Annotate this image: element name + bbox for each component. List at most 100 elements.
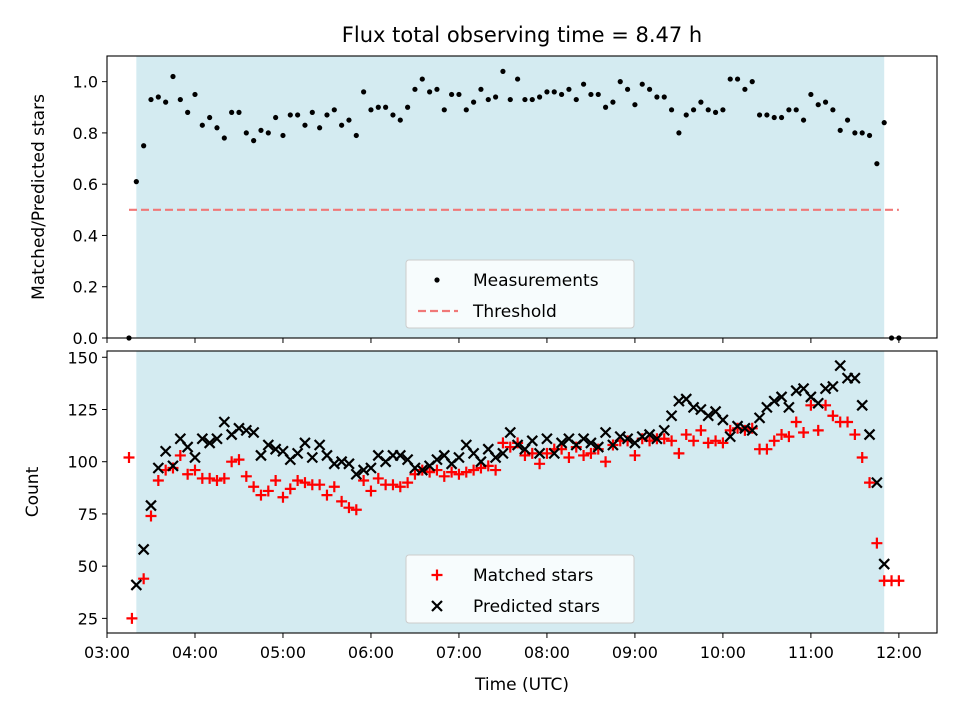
matched-point <box>805 399 817 411</box>
measurement-point <box>595 91 601 98</box>
matched-point <box>768 435 780 447</box>
matched-point <box>277 491 289 503</box>
matched-point <box>372 472 384 484</box>
measurement-point <box>573 96 579 103</box>
matched-point <box>248 481 260 493</box>
measurement-point <box>580 81 587 87</box>
predicted-point <box>724 430 737 443</box>
series-ratio-0 <box>126 68 902 341</box>
predicted-point <box>775 391 788 403</box>
predicted-point <box>753 412 766 424</box>
measurement-point <box>852 130 858 136</box>
measurement-point <box>317 125 323 131</box>
matched-point <box>673 447 685 459</box>
measurement-point <box>207 114 213 121</box>
measurement-point <box>522 96 528 103</box>
matched-point <box>600 456 612 468</box>
matched-point <box>453 468 465 480</box>
matched-point <box>211 475 223 487</box>
measurement-point <box>302 122 308 128</box>
measurement-point <box>771 114 777 121</box>
y-tick-label: 0.8 <box>73 124 98 143</box>
predicted-point <box>196 432 209 445</box>
measurement-point <box>463 107 469 113</box>
matched-point <box>702 437 714 449</box>
x-tick-label: 12:00 <box>876 643 922 662</box>
measurement-point <box>786 107 792 113</box>
chart-title: Flux total observing time = 8.47 h <box>342 23 702 47</box>
matched-point <box>629 449 641 461</box>
measurement-point <box>815 102 821 108</box>
matched-point <box>812 424 824 436</box>
matched-point <box>174 449 186 461</box>
matched-point <box>218 472 230 484</box>
legend-label: Measurements <box>473 271 599 291</box>
measurement-point <box>412 86 418 92</box>
measurement-point <box>258 127 264 133</box>
measurement-point <box>170 73 176 80</box>
predicted-point <box>431 453 443 466</box>
predicted-point <box>717 414 729 426</box>
y-axis-label-ratio: Matched/Predicted stars <box>29 94 49 300</box>
predicted-point <box>665 409 678 422</box>
matched-point <box>893 575 905 587</box>
matched-point <box>512 437 524 449</box>
predicted-point <box>827 380 839 393</box>
predicted-point <box>350 468 363 481</box>
measurement-point <box>434 86 440 92</box>
matched-point <box>145 510 157 522</box>
x-tick-label: 05:00 <box>260 643 306 662</box>
measurement-point <box>236 109 242 115</box>
matched-point <box>167 462 179 474</box>
measurement-point <box>646 86 653 92</box>
predicted-point <box>306 451 319 464</box>
predicted-point <box>548 447 561 460</box>
measurement-point <box>632 102 638 108</box>
measurement-point <box>295 112 301 118</box>
measurement-point <box>287 112 293 118</box>
matched-point <box>394 481 406 493</box>
measurement-point <box>793 107 799 113</box>
matched-point <box>226 456 238 468</box>
predicted-point <box>211 432 223 445</box>
predicted-point <box>145 499 157 512</box>
measurement-point <box>419 76 425 82</box>
measurement-point <box>163 99 169 105</box>
measurement-point <box>705 107 711 113</box>
measurement-point <box>610 99 616 105</box>
matched-point <box>710 435 722 447</box>
measurement-point <box>361 89 367 95</box>
predicted-point <box>255 449 267 462</box>
legend-label: Matched stars <box>473 566 593 586</box>
legend-ratio: Measurements Threshold <box>405 259 635 329</box>
measurement-point <box>756 112 763 118</box>
predicted-point <box>416 464 429 476</box>
measurement-point <box>778 114 785 121</box>
matched-point <box>490 464 502 476</box>
matched-point <box>695 424 707 436</box>
measurement-point <box>639 81 645 87</box>
matched-point <box>292 475 304 487</box>
measurement-point <box>185 109 191 115</box>
measurement-point <box>280 132 286 139</box>
matched-point <box>152 475 164 487</box>
measurement-point <box>551 89 557 95</box>
matched-point <box>123 452 135 464</box>
matched-point <box>842 416 854 428</box>
measurement-point <box>339 122 345 128</box>
measurement-point <box>353 132 359 139</box>
measurement-point <box>881 120 887 126</box>
predicted-point <box>658 424 671 437</box>
predicted-point <box>130 579 143 591</box>
matched-point <box>270 475 282 487</box>
y-tick-label: 100 <box>67 453 98 472</box>
measurement-point <box>390 112 396 118</box>
matched-point <box>343 502 355 514</box>
matched-point <box>688 435 700 447</box>
predicted-point <box>167 460 179 472</box>
measurement-point <box>558 91 565 98</box>
predicted-point <box>812 397 824 409</box>
measurement-point <box>859 130 865 136</box>
matched-point <box>585 447 597 459</box>
